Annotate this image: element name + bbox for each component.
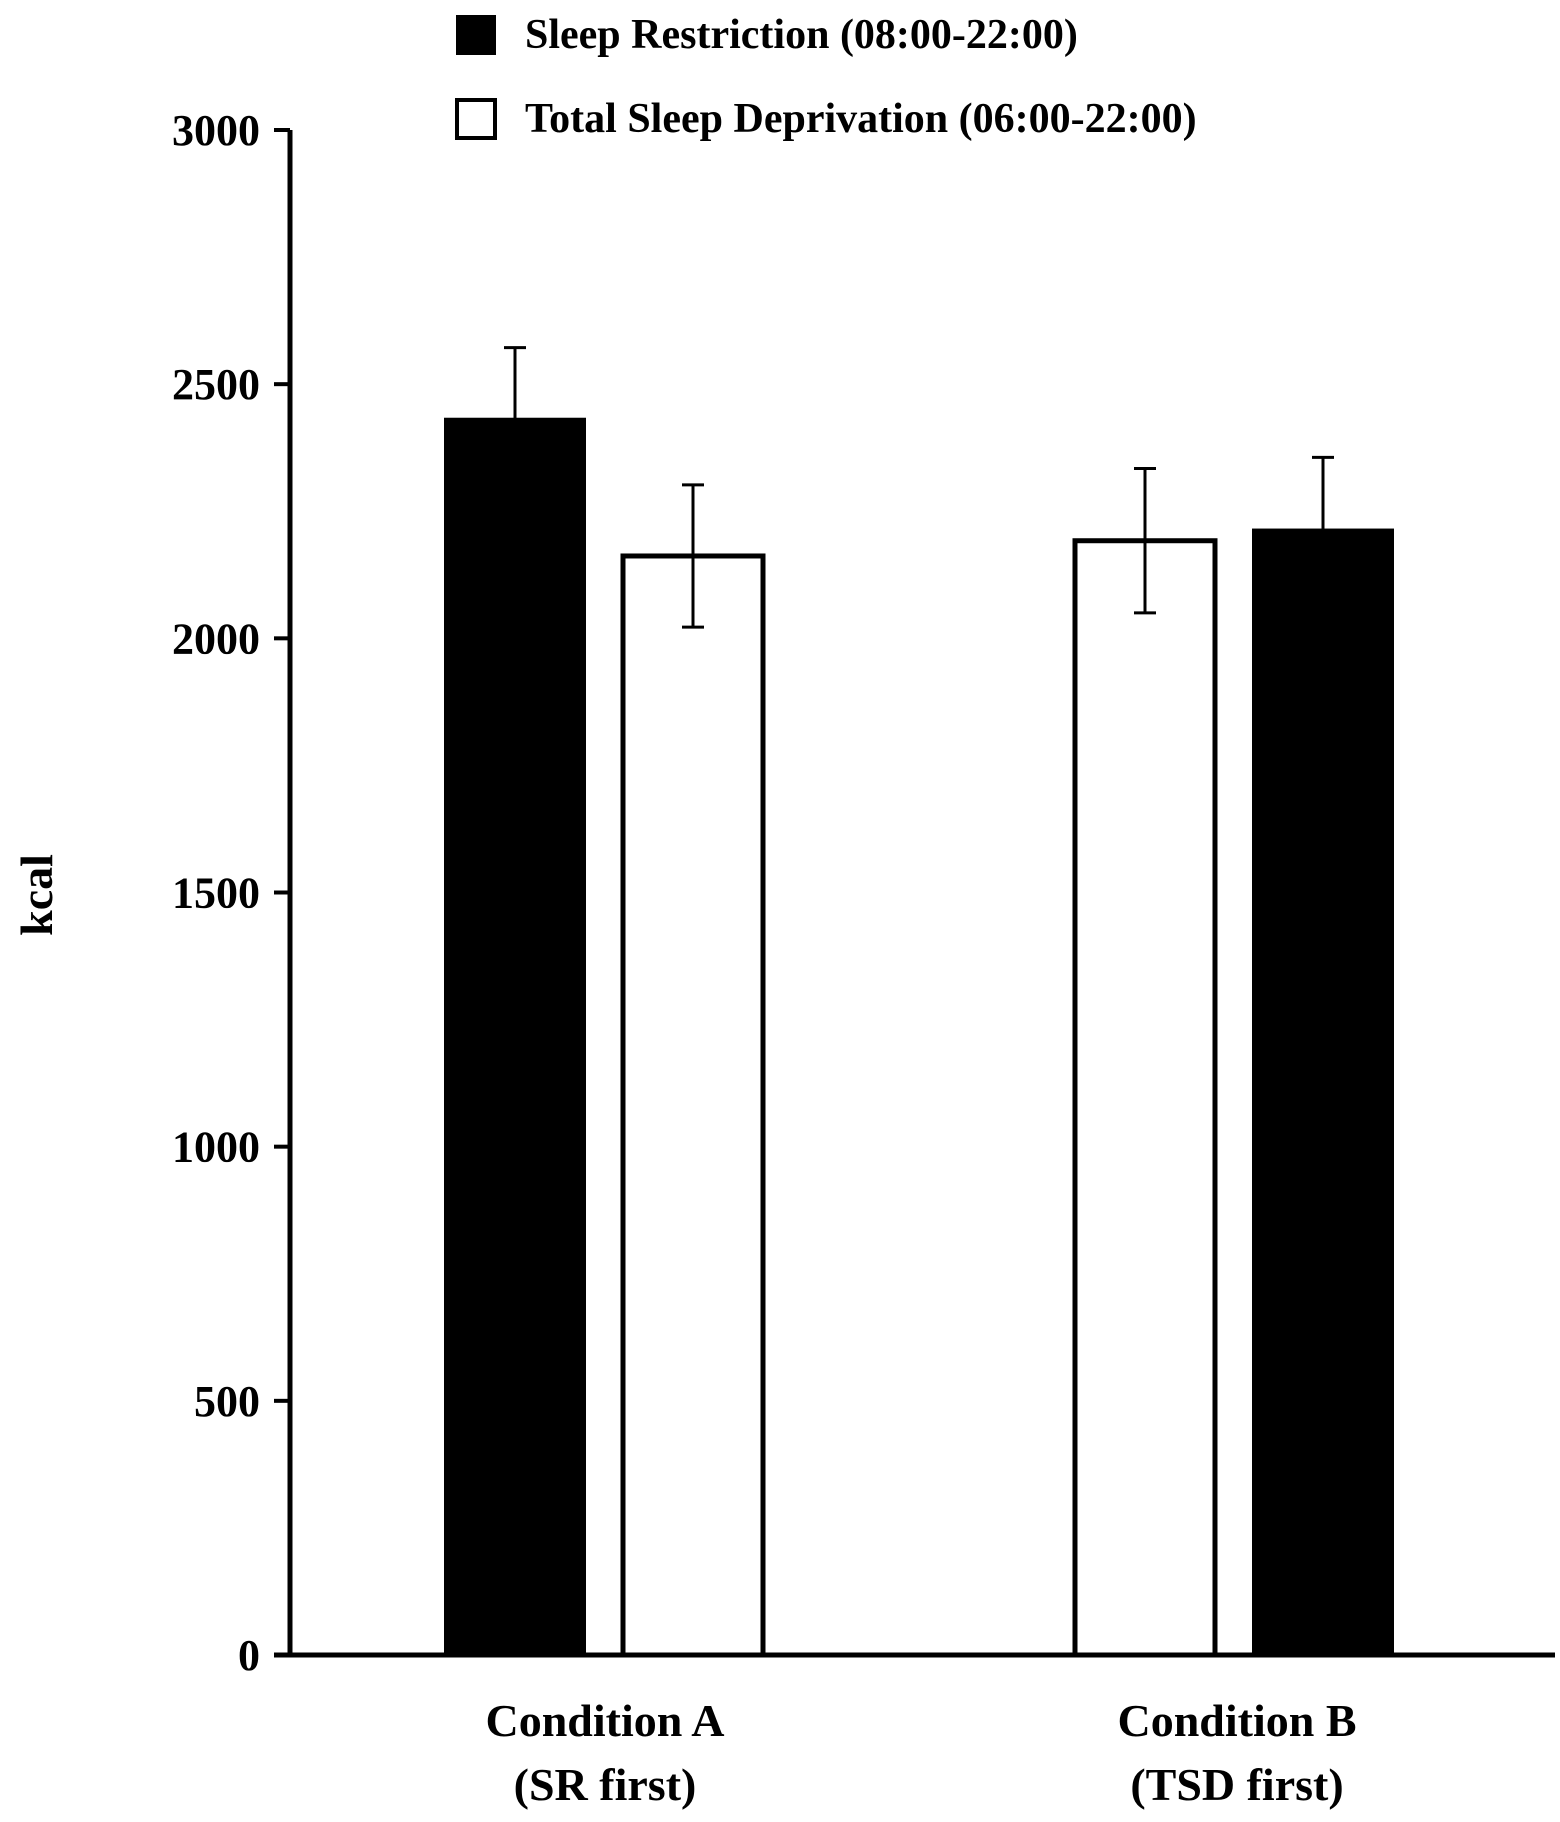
legend: Sleep Restriction (08:00-22:00) Total Sle…: [455, 12, 1197, 142]
y-tick-label: 3000: [172, 106, 260, 155]
legend-swatch: [455, 98, 497, 140]
bars: [444, 346, 1394, 1658]
category-sublabel: (SR first): [514, 1759, 697, 1810]
y-tick-label: 1500: [172, 869, 260, 918]
legend-label: Sleep Restriction (08:00-22:00): [525, 12, 1078, 58]
bar: [620, 553, 766, 1658]
legend-swatch: [456, 15, 496, 55]
bar: [444, 417, 586, 1657]
y-tick-label: 2500: [172, 360, 260, 409]
bar: [1072, 538, 1218, 1658]
x-axis: Condition A (SR first) Condition B (TSD fir…: [274, 1652, 1555, 1810]
y-axis: 0 500 1000 1500 2000 2500 3000: [172, 106, 293, 1680]
category-label: Condition A: [485, 1695, 724, 1746]
y-axis-label: kcal: [11, 854, 62, 936]
y-tick-label: 1000: [172, 1123, 260, 1172]
y-tick-label: 500: [194, 1377, 260, 1426]
category-label: Condition B: [1117, 1695, 1356, 1746]
y-tick-label: 0: [238, 1631, 260, 1680]
bar: [1252, 528, 1394, 1656]
legend-label: Total Sleep Deprivation (06:00-22:00): [525, 96, 1197, 142]
y-tick-label: 2000: [172, 614, 260, 663]
category-sublabel: (TSD first): [1130, 1759, 1343, 1810]
